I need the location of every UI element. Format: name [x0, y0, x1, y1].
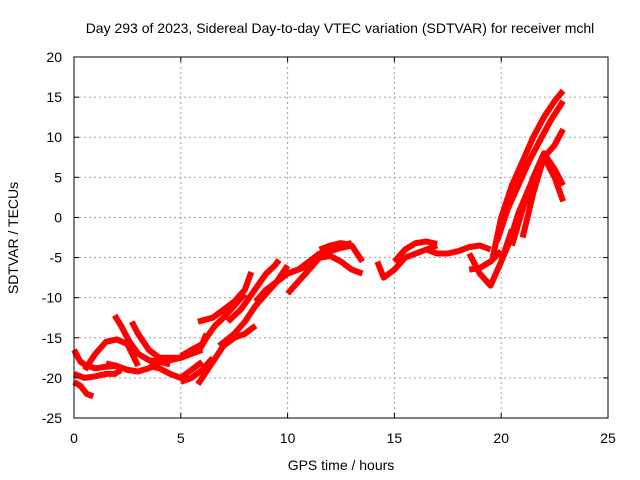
y-axis-label: SDTVAR / TECUs: [5, 182, 21, 294]
series-line-arc-06: [112, 313, 171, 368]
series-line-arc-21: [318, 240, 365, 264]
series-line-arc-16: [225, 258, 282, 324]
chart-title: Day 293 of 2023, Sidereal Day-to-day VTE…: [86, 20, 595, 36]
x-tick-label: 0: [70, 430, 78, 446]
x-tick-label: 10: [280, 430, 296, 446]
series-line-arc-20: [307, 253, 364, 277]
y-tick-label: -10: [42, 290, 62, 306]
series-line-arc-09: [159, 346, 204, 361]
series-line-arc-03: [72, 367, 123, 381]
x-tick-label: 25: [600, 430, 616, 446]
grid: [74, 57, 608, 418]
series-line-arc-24: [425, 242, 492, 257]
y-tick-label: -15: [42, 330, 62, 346]
y-tick-label: 15: [46, 89, 62, 105]
x-tick-label: 15: [387, 430, 403, 446]
series-group: [71, 88, 566, 400]
x-tick-label: 5: [177, 430, 185, 446]
series-line-arc-14: [197, 270, 255, 325]
y-tick-label: 0: [54, 209, 62, 225]
series-line-arc-31: [519, 154, 566, 239]
y-tick-label: -5: [50, 250, 63, 266]
series-line-arc-10: [179, 355, 216, 385]
y-tick-label: 10: [46, 129, 62, 145]
plot-frame: [73, 56, 609, 419]
y-tick-label: 5: [54, 169, 62, 185]
series-line-arc-23: [392, 238, 438, 264]
tick-labels: 0 5 10 15 20 25 -25 -20 -15 -10 -5 0 5 10 15 20: [42, 49, 616, 446]
series-line-arc-08: [148, 359, 205, 381]
x-tick-label: 20: [493, 430, 509, 446]
x-axis-label: GPS time / hours: [288, 457, 395, 473]
y-tick-label: -25: [42, 410, 62, 426]
y-tick-label: -20: [42, 370, 62, 386]
series-line-arc-27: [489, 88, 566, 259]
series-line-arc-04: [82, 336, 141, 372]
y-tick-label: 20: [46, 49, 62, 65]
series-line-arc-28: [494, 99, 566, 243]
series-line-arc-01: [72, 379, 95, 400]
